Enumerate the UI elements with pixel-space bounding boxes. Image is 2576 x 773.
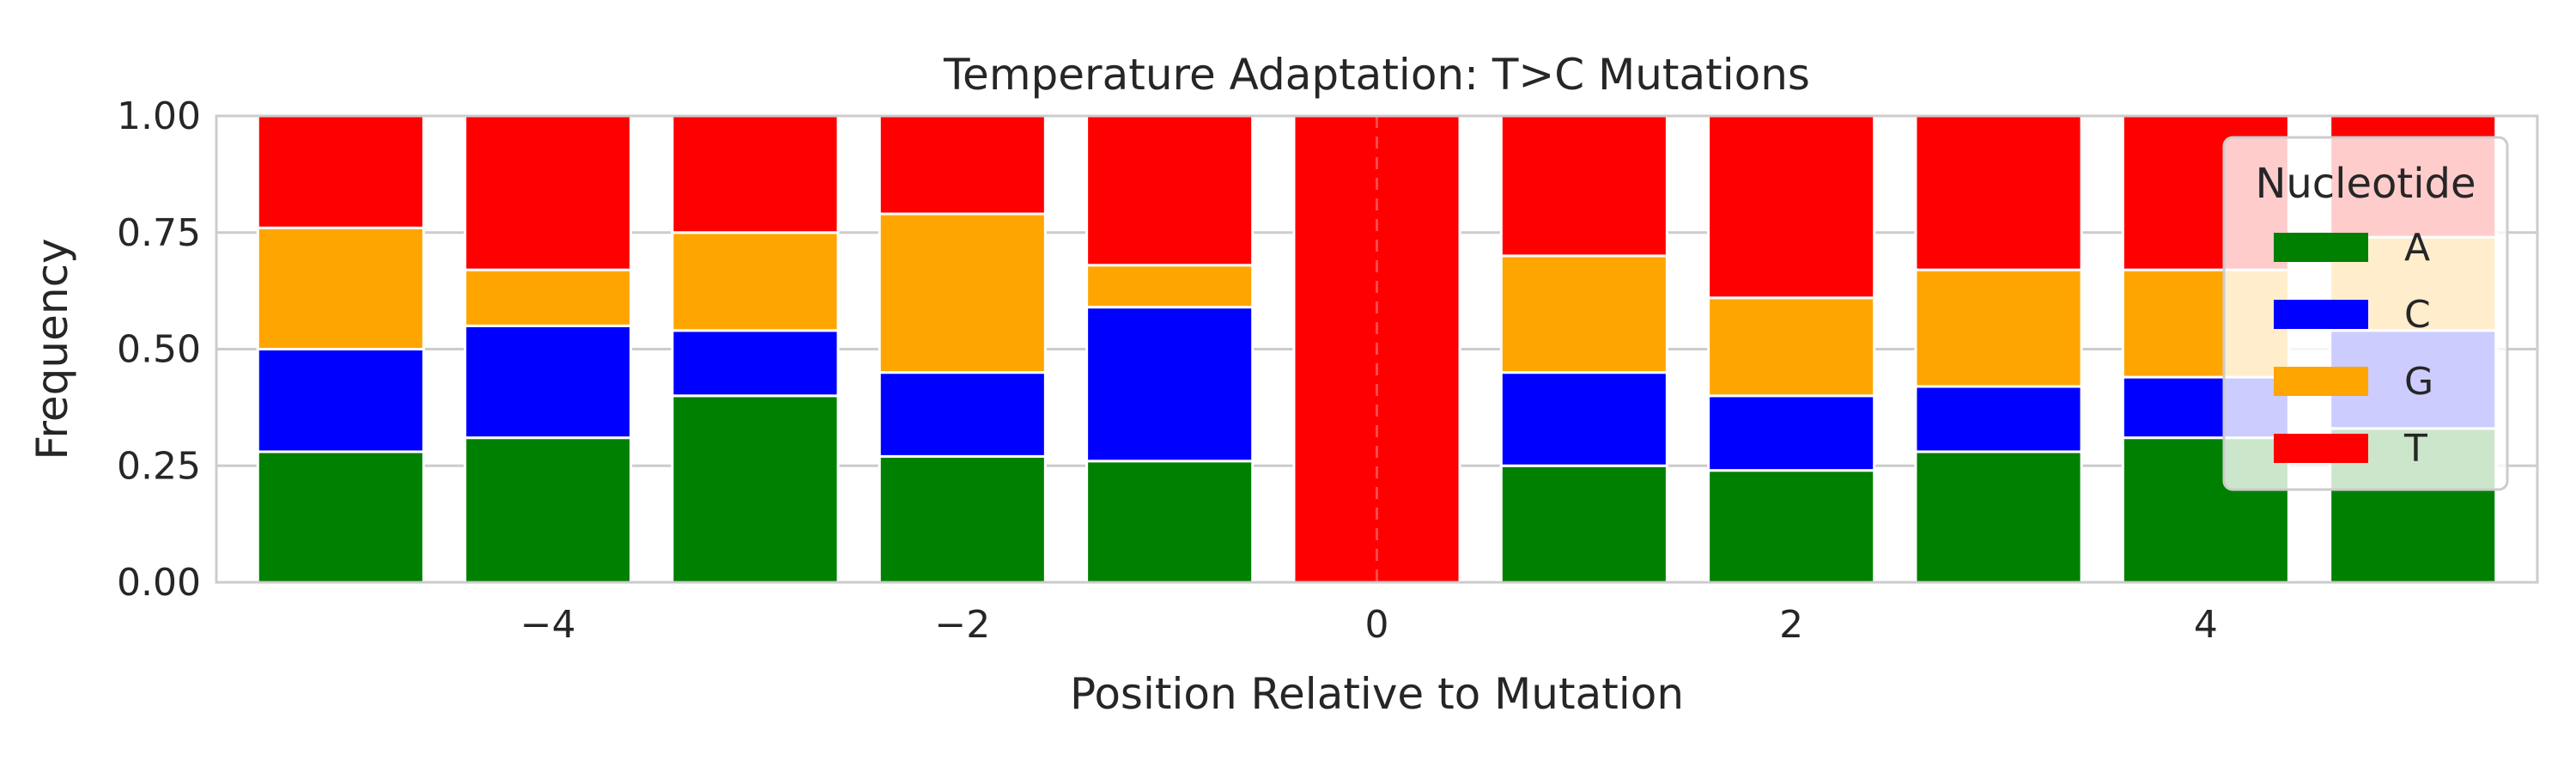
bar-segment-G-pos-2 (1707, 296, 1876, 398)
legend-label-T: T (2403, 427, 2427, 471)
bar-segment-T-pos-2 (1707, 114, 1876, 300)
legend-swatch-T (2274, 434, 2368, 463)
x-tick-label: 2 (1779, 603, 1803, 647)
bar-segment-C-pos--2 (878, 371, 1047, 458)
bar-segment-A-pos-3 (1914, 450, 2083, 584)
bar-segment-G-pos-1 (1499, 254, 1668, 374)
bar-segment-C-pos-1 (1499, 371, 1668, 467)
bar-segment-A-pos--2 (878, 454, 1047, 584)
legend-title: Nucleotide (2255, 160, 2476, 208)
bar-segment-A-pos--3 (671, 394, 840, 584)
chart-title: Temperature Adaptation: T>C Mutations (943, 50, 1810, 100)
bar-segment-T-pos--1 (1085, 114, 1255, 267)
x-tick-label: 4 (2194, 603, 2218, 647)
bar-segment-A-pos--5 (256, 450, 425, 584)
bar-segment-A-pos--1 (1085, 460, 1255, 584)
bar-segment-G-pos--5 (256, 226, 425, 350)
x-axis-label: Position Relative to Mutation (1070, 669, 1684, 719)
bar-segment-G-pos--3 (671, 231, 840, 332)
legend-swatch-A (2274, 233, 2368, 262)
bar-segment-C-pos--1 (1085, 306, 1255, 463)
y-tick-label: 0.00 (117, 561, 201, 605)
bar-segment-G-pos--1 (1085, 264, 1255, 309)
x-tick-label: −2 (934, 603, 990, 647)
bar-segment-T-pos--3 (671, 114, 840, 234)
bar-segment-A-pos-1 (1499, 464, 1668, 584)
legend-label-C: C (2404, 293, 2431, 337)
legend-label-G: G (2404, 360, 2433, 404)
legend-swatch-C (2274, 300, 2368, 329)
bar-segment-G-pos-3 (1914, 268, 2083, 388)
bar-segment-C-pos-2 (1707, 394, 1876, 472)
bar-segment-T-pos--5 (256, 114, 425, 229)
bar-segment-C-pos-3 (1914, 385, 2083, 453)
legend-swatch-G (2274, 367, 2368, 396)
y-tick-label: 0.75 (117, 211, 201, 255)
bar-segment-C-pos--5 (256, 348, 425, 453)
y-tick-labels: 0.00 0.25 0.50 0.75 1.00 (117, 94, 201, 605)
x-tick-label: −4 (520, 603, 576, 647)
x-tick-label: 0 (1365, 603, 1389, 647)
bar-segment-T-pos-1 (1499, 114, 1668, 258)
bar-segment-C-pos--3 (671, 329, 840, 398)
y-tick-label: 0.50 (117, 328, 201, 372)
bar-segment-G-pos--2 (878, 212, 1047, 374)
bar-segment-T-pos--4 (464, 114, 633, 271)
axes-frame (215, 114, 2539, 584)
y-axis-label: Frequency (27, 238, 77, 460)
y-tick-label: 0.25 (117, 444, 201, 488)
bar-segment-A-pos-2 (1707, 469, 1876, 584)
legend-label-A: A (2404, 226, 2430, 270)
bar-segment-C-pos--4 (464, 324, 633, 440)
bar-segment-G-pos--4 (464, 268, 633, 327)
bar-segment-T-pos-3 (1914, 114, 2083, 271)
bar-segment-T-pos--2 (878, 114, 1047, 216)
x-tick-labels: −4 −2 0 2 4 (520, 603, 2218, 647)
bar-segment-A-pos--4 (464, 436, 633, 584)
y-tick-label: 1.00 (117, 94, 201, 138)
